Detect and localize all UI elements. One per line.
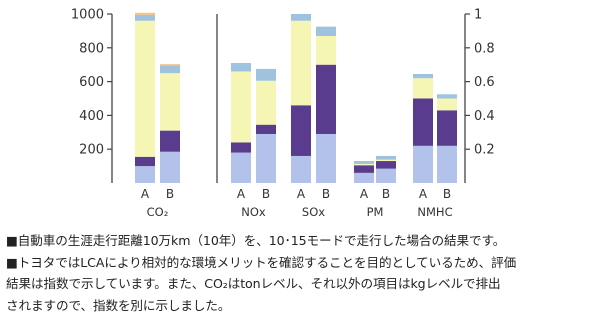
- bar-label: A: [297, 187, 306, 201]
- bar-label: B: [443, 187, 451, 201]
- note-line-4: されますので、指数を別に示しました。: [6, 297, 231, 313]
- bar-label: B: [166, 187, 174, 201]
- bar-segment: [413, 98, 433, 146]
- bar-segment: [160, 130, 180, 152]
- group-label: CO₂: [147, 205, 169, 219]
- bar-segment: [135, 20, 155, 157]
- note-line-2: ■トヨタではLCAにより相対的な環境メリットを確認することを目的としているため、…: [6, 254, 517, 270]
- bar-segment: [256, 133, 276, 183]
- left-axis-tick-label: 600: [79, 75, 104, 90]
- bar-segment: [316, 26, 336, 36]
- bar-segment: [316, 64, 336, 134]
- bar-segment: [376, 159, 396, 162]
- bar-segment: [256, 80, 276, 125]
- bar-segment: [135, 166, 155, 183]
- bar-segment: [413, 145, 433, 183]
- left-axis-tick-label: 200: [79, 143, 104, 158]
- bar-segment: [135, 156, 155, 167]
- bar-segment: [291, 20, 311, 106]
- bar-segment: [291, 14, 311, 21]
- bar-segment: [316, 133, 336, 183]
- bar-segment: [354, 165, 374, 173]
- left-axis-tick-label: 400: [79, 109, 104, 124]
- bar-segment: [437, 94, 457, 99]
- bar-label: A: [141, 187, 150, 201]
- bar-segment: [437, 145, 457, 183]
- bar-segment: [291, 105, 311, 156]
- bar-segment: [231, 71, 251, 143]
- bar-segment: [316, 35, 336, 65]
- right-axis-tick-label: 0.4: [474, 109, 495, 124]
- bar-segment: [256, 124, 276, 134]
- group-label: SOx: [302, 205, 325, 219]
- note-line-1: ■自動車の生涯走行距離10万km（10年）を、10･15モードで走行した場合の結…: [6, 233, 506, 248]
- bar-segment: [354, 163, 374, 166]
- bar-segment: [413, 73, 433, 79]
- left-axis-tick-label: 1000: [71, 8, 104, 23]
- notes: ■自動車の生涯走行距離10万km（10年）を、10･15モードで走行した場合の結…: [6, 230, 606, 316]
- bar-segment: [413, 78, 433, 99]
- bar-segment: [354, 172, 374, 183]
- bar-segment: [231, 152, 251, 183]
- right-axis-tick-label: 0.6: [474, 75, 495, 90]
- bar-label: A: [237, 187, 246, 201]
- note-line-3: 結果は指数で示しています。また、CO₂はtonレベル、それ以外の項目はkgレベル…: [6, 276, 501, 291]
- bar-label: A: [360, 187, 369, 201]
- bar-segment: [437, 110, 457, 146]
- bar-segment: [437, 98, 457, 111]
- bar-label: B: [322, 187, 330, 201]
- bar-label: B: [262, 187, 270, 201]
- bar-segment: [135, 12, 155, 15]
- right-axis-tick-label: 0.8: [474, 41, 495, 56]
- right-axis-tick-label: 1: [474, 8, 482, 23]
- bar-segment: [376, 155, 396, 160]
- bar-segment: [160, 65, 180, 74]
- bar-segment: [354, 161, 374, 164]
- bar-segment: [160, 64, 180, 66]
- bar-label: B: [382, 187, 390, 201]
- bar-label: A: [419, 187, 428, 201]
- bar-segment: [256, 68, 276, 81]
- group-label: NOx: [241, 205, 266, 219]
- bar-segment: [376, 168, 396, 183]
- bar-segment: [135, 14, 155, 21]
- group-label: PM: [367, 205, 384, 219]
- right-axis-tick-label: 0.2: [474, 143, 495, 158]
- bar-segment: [231, 63, 251, 72]
- bar-segment: [160, 73, 180, 131]
- bar-segment: [231, 142, 251, 153]
- bar-segment: [376, 161, 396, 169]
- bar-segment: [160, 151, 180, 183]
- left-axis-tick-label: 800: [79, 41, 104, 56]
- bar-segment: [291, 155, 311, 183]
- group-label: NMHC: [417, 205, 452, 219]
